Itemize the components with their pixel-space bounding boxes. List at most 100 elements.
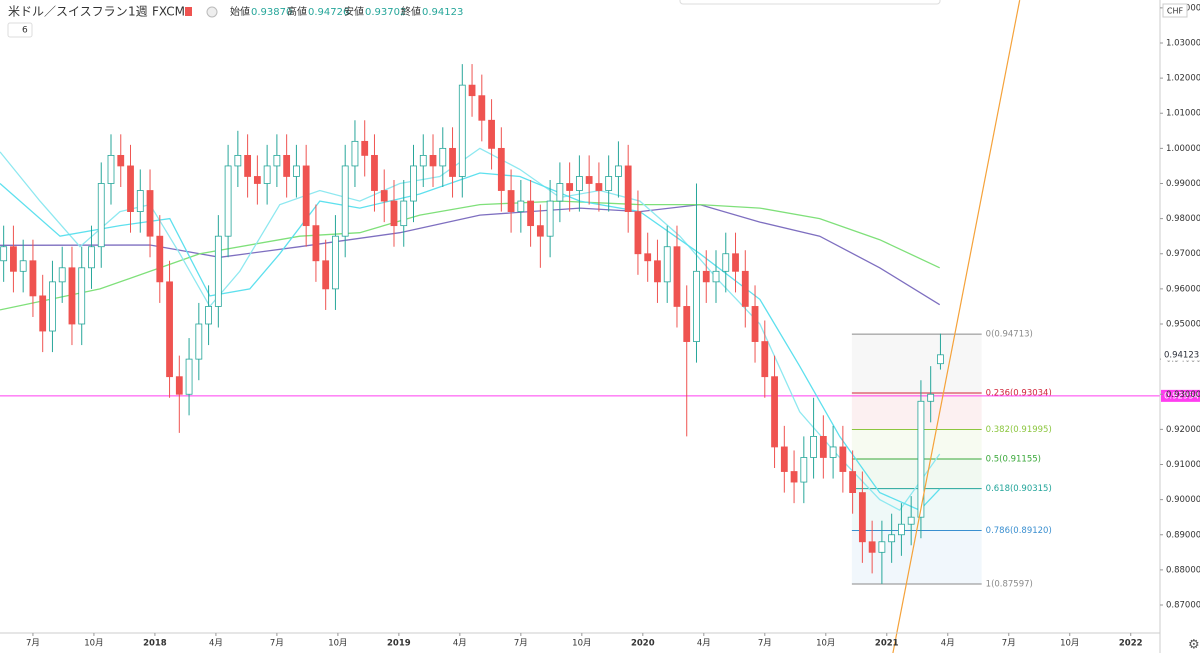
candle-body — [810, 436, 817, 458]
candle-body — [497, 147, 505, 191]
x-tick-label: 2019 — [387, 639, 411, 649]
candle-body — [780, 446, 788, 472]
candle-body — [468, 84, 476, 97]
last-price-label: 0.94123 — [1164, 350, 1199, 360]
candle-body — [771, 376, 778, 448]
candle-body — [390, 200, 398, 227]
y-tick-label: 0.97000 — [1166, 249, 1200, 259]
candle-body — [361, 140, 369, 156]
settings-icon[interactable]: ⚙ — [1188, 638, 1200, 653]
fib-band — [851, 393, 982, 430]
currency-box[interactable] — [1162, 3, 1188, 18]
candle-body — [0, 246, 8, 262]
x-tick-label: 7月 — [1002, 639, 1016, 649]
candle-body — [644, 253, 652, 262]
candle-body — [205, 306, 212, 325]
candle-body — [322, 260, 330, 290]
fib-label: 0.786(0.89120) — [986, 526, 1052, 536]
candle-body — [556, 183, 564, 202]
y-tick-label: 0.89000 — [1166, 530, 1200, 540]
candle-body — [185, 358, 193, 395]
ohlc-label: 始値 — [230, 5, 250, 18]
ohlc-label: 終値 — [401, 5, 421, 18]
fib-label: 0.5(0.91155) — [986, 455, 1041, 465]
candle-body — [575, 176, 583, 191]
y-tick-label: 0.87000 — [1166, 601, 1200, 611]
x-tick-label: 10月 — [328, 639, 347, 649]
x-tick-label: 4月 — [209, 639, 223, 649]
x-tick-label: 7月 — [514, 639, 528, 649]
candle-body — [88, 246, 95, 269]
last-price-tag — [1161, 348, 1200, 361]
y-tick-label: 0.95000 — [1166, 319, 1200, 329]
y-axis-panel — [1160, 0, 1200, 653]
ohlc-value: 0.94123 — [422, 7, 463, 18]
candle-body — [97, 183, 105, 248]
candle-body — [78, 267, 86, 325]
candle-body — [819, 436, 827, 458]
candle-body — [683, 306, 691, 342]
candle-body — [68, 267, 76, 325]
x-tick-label: 2021 — [875, 639, 899, 649]
candle-body — [595, 183, 603, 191]
candle-body — [29, 260, 37, 297]
candle-body — [136, 190, 144, 212]
candle-body — [927, 393, 935, 402]
candle-body — [293, 165, 300, 177]
candle-body — [917, 400, 925, 518]
fib-band — [851, 334, 982, 394]
candle-body — [888, 534, 896, 543]
candle-body — [800, 457, 808, 483]
x-tick-label: 4月 — [941, 639, 955, 649]
symbol[interactable]: 米ドル／スイスフラン — [8, 5, 128, 19]
candle-body — [654, 260, 661, 283]
candle-body — [195, 323, 203, 360]
fib-label: 0.382(0.91995) — [986, 425, 1052, 435]
candle-body — [937, 354, 944, 365]
x-tick-label: 2022 — [1119, 639, 1143, 649]
candle-body — [790, 471, 798, 483]
y-tick-label: 0.96000 — [1166, 284, 1200, 294]
interval[interactable]: 1週 — [128, 5, 148, 19]
indicator-badge[interactable] — [7, 22, 33, 38]
candle-body — [244, 154, 252, 177]
x-tick-label: 10月 — [816, 639, 835, 649]
y-tick-label: 1.00000 — [1166, 144, 1200, 154]
candle-body — [107, 154, 115, 184]
fib-label: 0.618(0.90315) — [986, 484, 1052, 494]
candle-body — [351, 140, 359, 167]
candle-body — [58, 267, 66, 283]
candle-body — [166, 281, 173, 378]
candle-body — [39, 295, 47, 332]
candle-body — [49, 281, 56, 332]
moving-average — [0, 172, 941, 511]
candle-body — [175, 376, 183, 395]
flag — [185, 7, 192, 16]
x-tick-label: 7月 — [26, 639, 40, 649]
price-tag — [1161, 389, 1200, 402]
candle-body — [263, 165, 271, 184]
x-tick-label: 7月 — [270, 639, 284, 649]
candle-body — [868, 541, 876, 553]
candle-body — [458, 84, 466, 177]
toggle[interactable] — [206, 6, 218, 18]
candle-body — [634, 211, 642, 255]
candle-body — [283, 154, 291, 177]
y-tick-label: 1.02000 — [1166, 74, 1200, 84]
y-tick-label: 0.90000 — [1166, 495, 1200, 505]
candle-body — [380, 190, 388, 202]
candle-body — [605, 176, 613, 191]
ohlc-label: 安値 — [344, 5, 364, 18]
candle-body — [507, 190, 515, 212]
candle-body — [253, 176, 261, 184]
candle-body — [527, 200, 534, 227]
ohlc-value: 0.93702 — [365, 7, 406, 18]
candle-body — [234, 154, 242, 167]
candle-body — [732, 253, 739, 272]
y-tick-label: 0.91000 — [1166, 460, 1200, 470]
candle-body — [214, 235, 222, 307]
candle-body — [741, 270, 749, 307]
fib-band — [851, 530, 982, 585]
